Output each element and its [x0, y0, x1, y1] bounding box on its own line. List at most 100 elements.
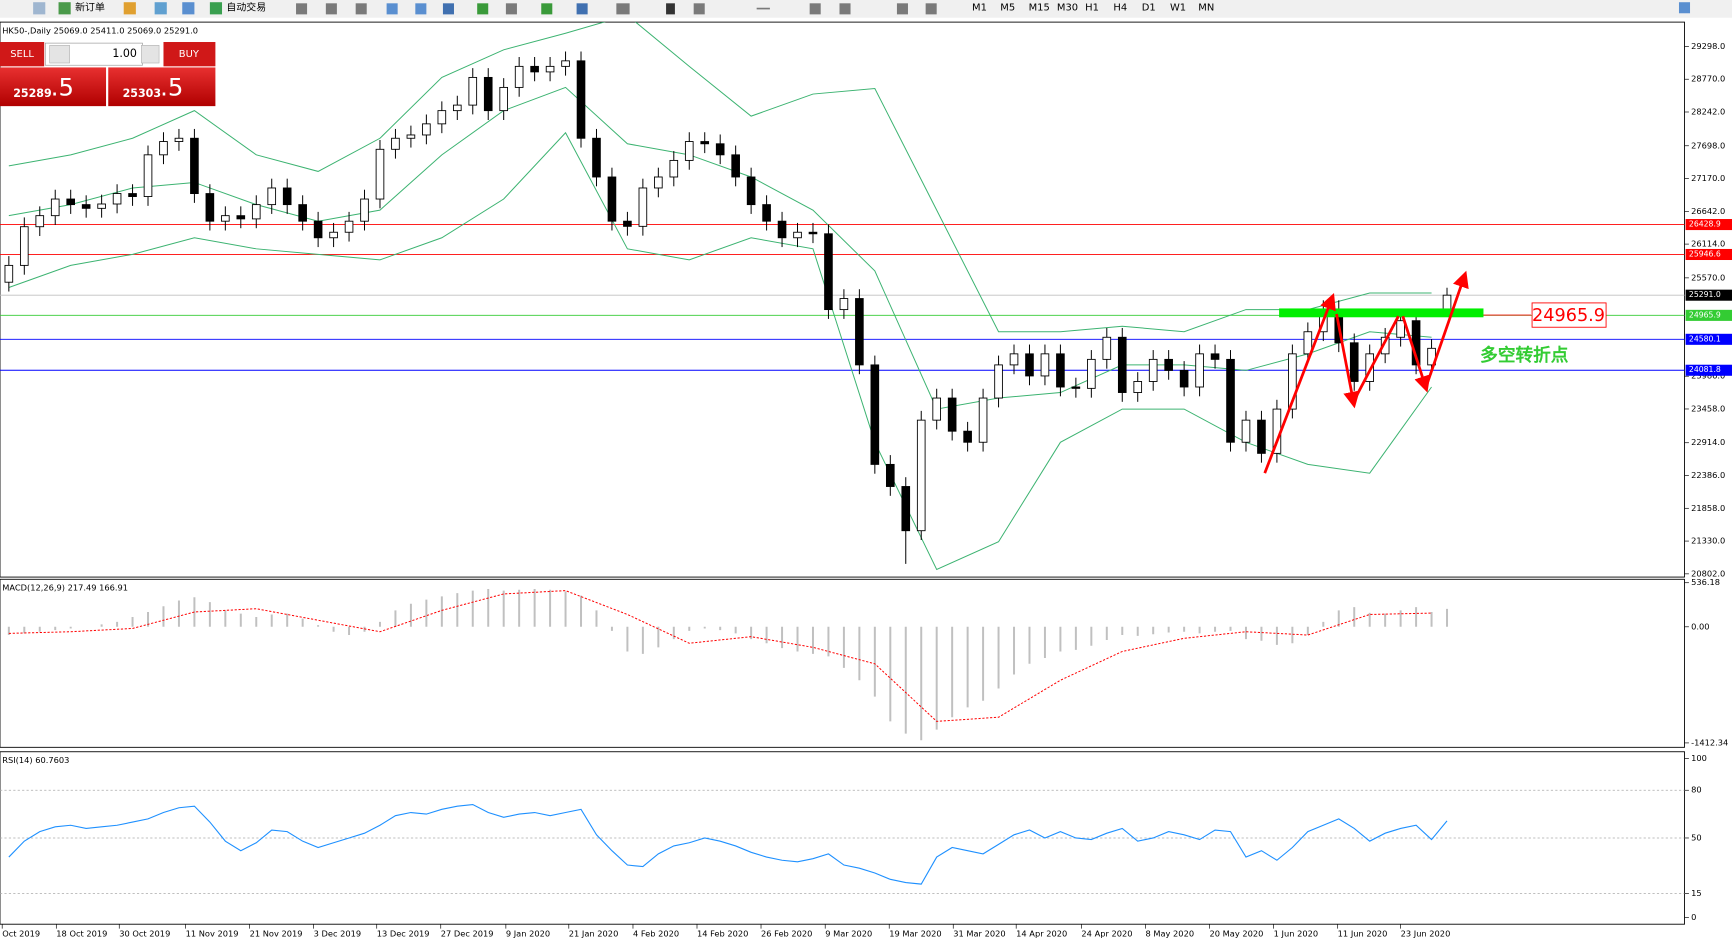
x-tick-label: 19 Mar 2020 — [889, 929, 941, 939]
toolbar-icon[interactable] — [386, 3, 398, 15]
x-tick-label: 1 Jun 2020 — [1274, 929, 1318, 939]
timeframe-button[interactable]: MN — [1198, 3, 1214, 14]
timeframe-button[interactable]: M30 — [1057, 3, 1078, 14]
toolbar-icon[interactable] — [925, 3, 937, 15]
toolbar-icon[interactable] — [693, 3, 705, 15]
toolbar — [0, 0, 1732, 18]
trend-arrow — [1401, 315, 1431, 393]
candle-body — [762, 204, 771, 222]
candle-body — [35, 215, 45, 228]
toolbar-icon[interactable] — [325, 3, 337, 15]
toolbar-icon[interactable] — [505, 3, 517, 15]
trend-arrow — [1263, 292, 1336, 474]
candle-body — [638, 187, 648, 227]
candle-body — [360, 198, 369, 222]
candle-body — [1288, 353, 1297, 410]
toolbar-icon[interactable] — [154, 2, 167, 15]
sell-label[interactable]: SELL — [10, 49, 34, 60]
candle-body — [1241, 419, 1251, 443]
toolbar-icon[interactable] — [756, 7, 770, 10]
candle-body — [700, 141, 710, 145]
buy-button[interactable] — [163, 42, 216, 67]
timeframe-button[interactable]: M5 — [1000, 3, 1015, 14]
timeframe-button[interactable]: H1 — [1085, 3, 1099, 14]
ask-price[interactable]: 25303 — [123, 87, 161, 100]
toolbar-icon[interactable] — [355, 3, 367, 15]
level-tag-label: 26428.9 — [1689, 220, 1721, 229]
candle-body — [375, 148, 385, 200]
lot-spinner[interactable] — [141, 45, 160, 64]
candle-body — [499, 86, 509, 112]
auto-trading-button[interactable]: 自动交易 — [226, 1, 266, 14]
candle-body — [684, 141, 694, 161]
resistance-band — [1279, 308, 1484, 318]
candle-body — [746, 176, 756, 206]
y-tick-label: 27170.0 — [1691, 173, 1725, 183]
toolbar-icon[interactable] — [58, 2, 71, 15]
new-order-button[interactable]: 新订单 — [75, 1, 105, 14]
level-tag — [1685, 289, 1732, 301]
y-tick-label: 100 — [1691, 753, 1707, 763]
candle-body — [1071, 386, 1081, 389]
toolbar-icon[interactable] — [616, 3, 630, 15]
x-tick-label: 14 Apr 2020 — [1016, 929, 1067, 939]
ask-pips[interactable]: .5 — [160, 72, 183, 101]
bid-pips[interactable]: .5 — [51, 72, 74, 101]
toolbar-icon[interactable] — [33, 2, 46, 15]
timeframe-button[interactable]: D1 — [1142, 3, 1156, 14]
y-tick-label: 21330.0 — [1691, 536, 1725, 546]
lot-value[interactable]: 1.00 — [112, 47, 137, 60]
y-tick-label: 20802.0 — [1691, 568, 1725, 578]
toolbar-icon[interactable] — [809, 3, 821, 15]
rsi-title: RSI(14) 60.7603 — [2, 755, 69, 765]
y-tick-label: 28242.0 — [1691, 106, 1725, 116]
y-tick-label: 29298.0 — [1691, 41, 1725, 51]
timeframe-button[interactable]: H4 — [1113, 3, 1127, 14]
x-tick-label: 8 May 2020 — [1145, 929, 1194, 939]
ask-box[interactable] — [108, 67, 216, 107]
level-tag — [1685, 248, 1732, 261]
candle-body — [1056, 353, 1065, 388]
buy-label[interactable]: BUY — [179, 49, 200, 60]
toolbar-icon[interactable] — [576, 3, 588, 15]
candle-body — [298, 204, 307, 222]
bid-price[interactable]: 25289 — [13, 87, 51, 100]
x-tick-label: 9 Jan 2020 — [506, 929, 550, 939]
toolbar-icon[interactable] — [123, 2, 136, 15]
toolbar-icon[interactable] — [415, 3, 427, 15]
level-tag-label: 24081.8 — [1689, 365, 1721, 374]
toolbar-icon[interactable] — [666, 3, 675, 15]
bid-box[interactable] — [0, 67, 107, 107]
toolbar-icon[interactable] — [296, 3, 308, 15]
toolbar-icon[interactable] — [182, 2, 195, 15]
macd-plot — [7, 588, 1449, 741]
level-tag — [1685, 333, 1732, 345]
toolbar-icon[interactable] — [541, 3, 553, 15]
toolbar-icon[interactable] — [839, 3, 851, 15]
sell-button[interactable] — [0, 42, 45, 67]
rsi-plot — [0, 789, 1685, 895]
timeframe-button[interactable]: M1 — [972, 3, 987, 14]
rsi-panel — [0, 751, 1685, 925]
candle-body — [1164, 358, 1173, 371]
candle-body — [422, 123, 431, 136]
macd-title: MACD(12,26,9) 217.49 166.91 — [2, 583, 128, 593]
timeframe-button[interactable]: M15 — [1029, 3, 1050, 14]
candle-body — [561, 60, 570, 67]
toolbar-icon[interactable] — [1678, 2, 1691, 14]
candle-body — [66, 198, 76, 206]
bollinger-lower — [8, 131, 1432, 571]
candle-body — [916, 419, 926, 532]
toolbar-icon[interactable] — [442, 3, 454, 15]
candle-body — [855, 298, 864, 366]
candle-body — [777, 220, 787, 239]
level-tag — [1685, 364, 1732, 376]
toolbar-icon[interactable] — [209, 2, 223, 15]
trend-arrow — [1424, 270, 1469, 388]
main-title: HK50-,Daily 25069.0 25411.0 25069.0 2529… — [2, 25, 198, 35]
timeframe-button[interactable]: W1 — [1170, 3, 1186, 14]
candle-body — [576, 60, 586, 139]
lot-spinner[interactable] — [49, 45, 70, 64]
toolbar-icon[interactable] — [896, 3, 908, 15]
toolbar-icon[interactable] — [477, 3, 489, 15]
